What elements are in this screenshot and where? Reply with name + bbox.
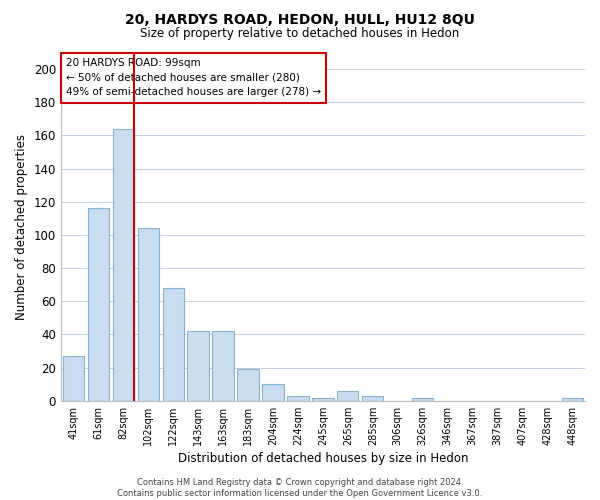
Bar [137,228,159,401]
Bar [88,208,109,401]
Bar [337,391,358,401]
Bar [562,398,583,401]
Bar [287,396,308,401]
Y-axis label: Number of detached properties: Number of detached properties [15,134,28,320]
Text: 20 HARDYS ROAD: 99sqm
← 50% of detached houses are smaller (280)
49% of semi-det: 20 HARDYS ROAD: 99sqm ← 50% of detached … [66,58,321,98]
Bar [113,129,134,401]
Bar [412,398,433,401]
Bar [62,356,84,401]
Bar [362,396,383,401]
Bar [212,331,233,401]
Text: Size of property relative to detached houses in Hedon: Size of property relative to detached ho… [140,28,460,40]
Bar [238,370,259,401]
Text: Contains HM Land Registry data © Crown copyright and database right 2024.
Contai: Contains HM Land Registry data © Crown c… [118,478,482,498]
Bar [163,288,184,401]
Bar [312,398,334,401]
X-axis label: Distribution of detached houses by size in Hedon: Distribution of detached houses by size … [178,452,468,465]
Bar [187,331,209,401]
Text: 20, HARDYS ROAD, HEDON, HULL, HU12 8QU: 20, HARDYS ROAD, HEDON, HULL, HU12 8QU [125,12,475,26]
Bar [262,384,284,401]
